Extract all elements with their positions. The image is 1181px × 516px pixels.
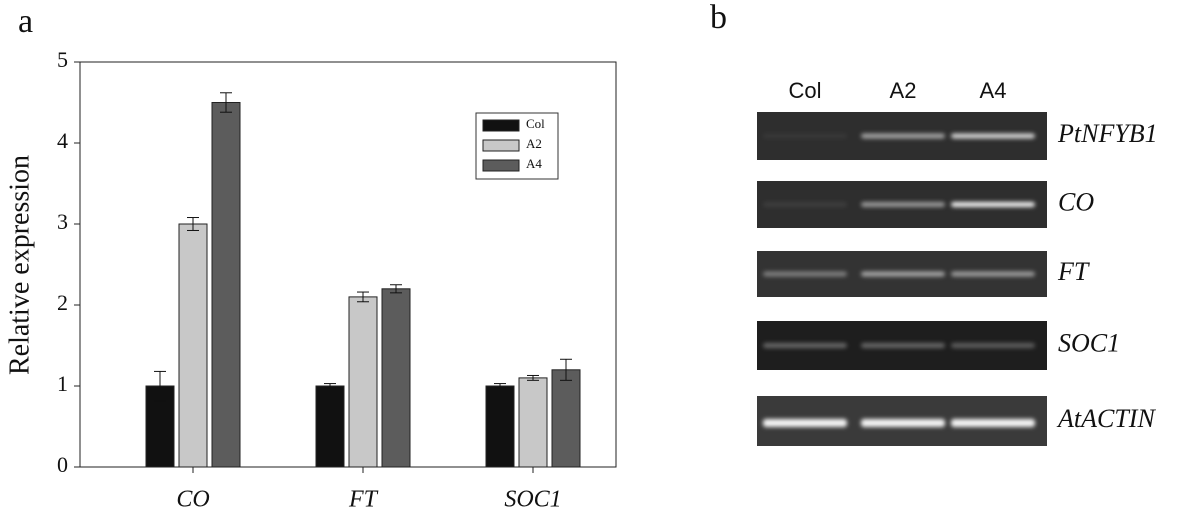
gel-band (951, 343, 1035, 348)
bar (551, 369, 581, 468)
legend-label: Col (526, 116, 545, 131)
legend: Col A2 A4 (475, 112, 559, 180)
lane-label: Col (788, 78, 821, 103)
gel-band (951, 202, 1035, 207)
bar (211, 102, 241, 468)
gel-band (951, 419, 1035, 427)
x-tick-label: CO (176, 487, 209, 513)
gel-band (763, 133, 847, 139)
legend-label: A4 (526, 156, 542, 171)
legend-label: A2 (526, 136, 542, 151)
bar (485, 385, 515, 468)
gene-label: FT (1057, 257, 1090, 286)
y-axis-label: Relative expression (4, 155, 35, 375)
gene-label: CO (1058, 187, 1094, 216)
y-tick-label: 4 (57, 128, 68, 153)
y-tick-label: 2 (57, 290, 68, 315)
bar (381, 288, 411, 468)
y-tick-label: 0 (57, 452, 68, 477)
gel-band (861, 343, 945, 348)
bar (348, 296, 378, 468)
gel-band (763, 419, 847, 427)
gel-band (861, 419, 945, 427)
y-tick-label: 3 (57, 209, 68, 234)
gel-band (763, 343, 847, 348)
gel-band (763, 271, 847, 277)
gel-band (861, 202, 945, 207)
bar (315, 385, 345, 468)
gene-label: SOC1 (1058, 328, 1120, 357)
x-tick-label: SOC1 (504, 487, 561, 513)
y-tick-label: 1 (57, 371, 68, 396)
plot-frame (79, 61, 617, 468)
gene-label: AtACTIN (1056, 404, 1156, 433)
gel-band (861, 133, 945, 139)
bar (518, 377, 548, 468)
gel-band (951, 133, 1035, 139)
gene-label: PtNFYB1 (1057, 119, 1158, 148)
y-tick-label: 5 (57, 47, 68, 72)
panel-label: b (710, 0, 727, 36)
x-tick-label: FT (348, 487, 379, 513)
lane-label: A2 (890, 78, 917, 103)
lane-label: A4 (980, 78, 1007, 103)
legend-swatch (482, 139, 520, 152)
gel-band (861, 271, 945, 277)
gel-band (951, 271, 1035, 277)
panel-label: a (18, 3, 33, 40)
bar (178, 223, 208, 468)
gel-band (763, 202, 847, 207)
legend-swatch (482, 119, 520, 132)
legend-swatch (482, 159, 520, 172)
